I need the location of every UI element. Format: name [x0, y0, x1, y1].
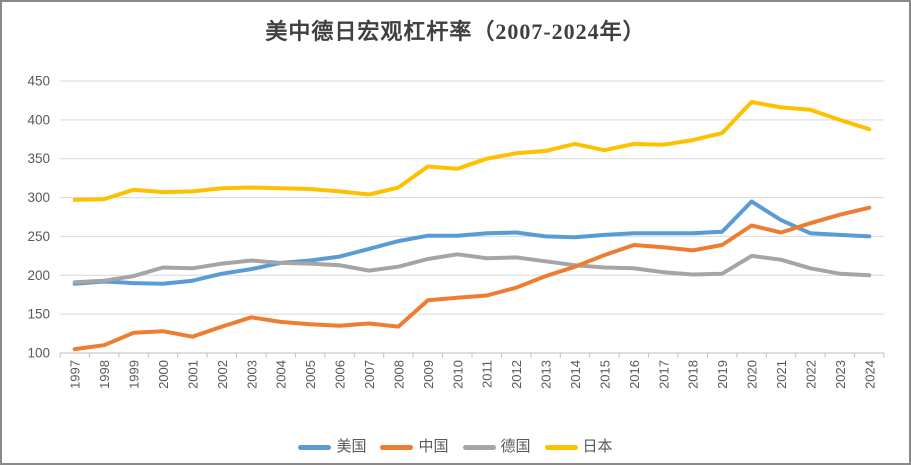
x-axis-label: 2002	[215, 360, 230, 389]
y-axis-label: 400	[27, 112, 50, 127]
series-line-japan[interactable]	[72, 100, 872, 202]
legend-swatch-japan	[544, 445, 578, 450]
y-axis-label: 450	[27, 74, 50, 89]
x-axis-label: 2016	[627, 360, 642, 389]
series-line-china[interactable]	[72, 205, 872, 352]
legend-item-us[interactable]: 美国	[298, 440, 366, 455]
y-axis-label: 150	[27, 307, 50, 322]
x-axis-label: 2019	[715, 360, 730, 389]
x-axis-label: 2024	[862, 360, 877, 389]
legend-label: 中国	[418, 439, 449, 455]
x-axis-label: 2009	[421, 360, 436, 389]
y-axis-label: 100	[27, 346, 50, 361]
x-axis-label: 2020	[745, 360, 760, 389]
x-axis-label: 2010	[450, 360, 465, 389]
x-axis-label: 2021	[774, 360, 789, 389]
chart-title: 美中德日宏观杠杆率（2007-2024年）	[265, 19, 646, 44]
x-axis-label: 2004	[274, 360, 289, 389]
x-axis-label: 2015	[597, 360, 612, 389]
x-axis-label: 2017	[656, 360, 671, 389]
legend-swatch-us	[298, 445, 332, 450]
y-axis-label: 350	[27, 151, 50, 166]
y-axis-label: 300	[27, 190, 50, 205]
legend-item-japan[interactable]: 日本	[544, 439, 613, 455]
x-axis-label: 2011	[480, 360, 495, 388]
x-axis-label: 1998	[97, 360, 112, 389]
legend: 美国 中国 德国 日本	[2, 440, 909, 455]
x-axis-label: 2022	[803, 360, 818, 389]
x-axis-label: 2023	[833, 360, 848, 389]
x-axis-label: 2006	[333, 360, 348, 389]
y-axis-label: 200	[27, 268, 50, 283]
y-axis-label: 250	[27, 229, 50, 244]
series-line-us[interactable]	[72, 199, 872, 286]
legend-label: 美国	[336, 439, 367, 455]
legend-item-china[interactable]: 中国	[380, 439, 449, 455]
x-axis-label: 2000	[156, 360, 171, 389]
x-axis-label: 1997	[68, 360, 83, 389]
x-axis-label: 2018	[686, 360, 701, 389]
legend-swatch-china	[380, 445, 414, 450]
x-axis-label: 2003	[244, 360, 259, 389]
x-axis-label: 2007	[362, 360, 377, 389]
x-axis-label: 2014	[568, 360, 583, 389]
legend-label: 德国	[500, 439, 531, 455]
x-axis-label: 2013	[539, 360, 554, 389]
x-axis-label: 1999	[127, 360, 142, 389]
x-axis-label: 2012	[509, 360, 524, 389]
x-axis-label: 2001	[185, 360, 200, 389]
x-axis-label: 2008	[391, 360, 406, 389]
legend-swatch-germany	[462, 445, 496, 450]
legend-label: 日本	[582, 439, 613, 455]
series-line-germany[interactable]	[72, 252, 872, 285]
x-axis-label: 2005	[303, 360, 318, 389]
legend-item-germany[interactable]: 德国	[462, 439, 531, 455]
